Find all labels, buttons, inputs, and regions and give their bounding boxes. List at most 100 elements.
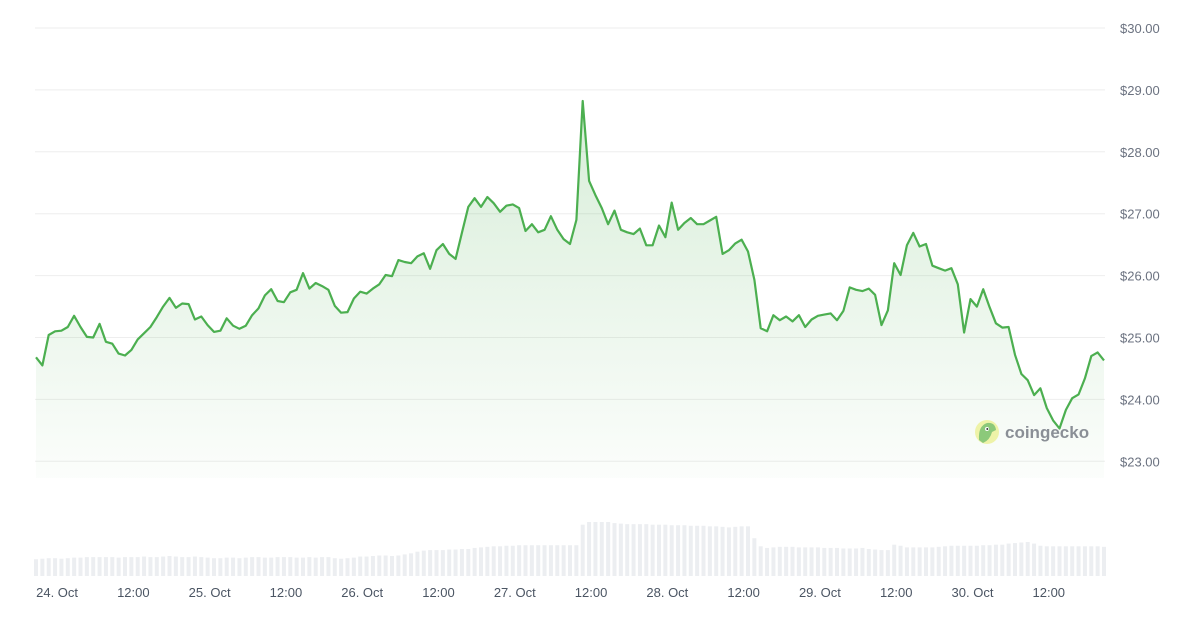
- volume-bar: [46, 558, 51, 576]
- volume-bar: [860, 547, 865, 576]
- volume-bar: [835, 547, 839, 576]
- volume-bar: [828, 547, 833, 576]
- volume-bar: [231, 557, 236, 576]
- volume-bar: [517, 545, 522, 576]
- volume-bar: [409, 553, 414, 576]
- volume-bar: [669, 525, 674, 576]
- volume-bar: [936, 546, 941, 576]
- volume-bar: [593, 522, 598, 576]
- volume-bar: [1057, 546, 1062, 576]
- y-tick-label: $30.00: [1120, 21, 1160, 36]
- volume-bar: [440, 550, 445, 576]
- volume-bar: [65, 558, 70, 576]
- x-tick-label: 12:00: [270, 585, 303, 600]
- volume-bar: [1013, 543, 1017, 576]
- volume-bar: [657, 524, 661, 576]
- x-tick-label: 12:00: [1033, 585, 1066, 600]
- volume-bar: [892, 544, 897, 576]
- volume-bar: [676, 525, 681, 576]
- volume-bar: [275, 557, 280, 576]
- volume-bar: [294, 557, 299, 576]
- volume-bars: [34, 522, 1106, 576]
- volume-bar: [1000, 544, 1005, 576]
- volume-bar: [1038, 545, 1043, 576]
- volume-bar: [854, 548, 859, 576]
- volume-bar: [574, 545, 579, 576]
- volume-bar: [212, 558, 216, 576]
- volume-bar: [618, 523, 623, 576]
- x-axis: 24. Oct 12:00 25. Oct 12:00 26. Oct 12:00 27. …: [36, 585, 1065, 600]
- volume-bar: [428, 550, 433, 576]
- volume-bar: [606, 522, 611, 576]
- volume-bar: [815, 547, 820, 576]
- volume-bar: [904, 547, 909, 576]
- volume-bar: [726, 527, 731, 576]
- volume-bar: [637, 524, 642, 576]
- volume-bar: [269, 557, 274, 576]
- coingecko-watermark: coingecko: [975, 420, 1089, 444]
- volume-bar: [580, 524, 585, 576]
- volume-bar: [841, 548, 846, 576]
- volume-bar: [612, 523, 617, 576]
- price-line: [35, 99, 1105, 430]
- volume-bar: [504, 545, 509, 576]
- volume-bar: [224, 557, 229, 576]
- volume-bar: [313, 557, 318, 576]
- volume-bar: [987, 545, 992, 576]
- x-tick-label: 12:00: [575, 585, 608, 600]
- volume-bar: [949, 545, 954, 576]
- volume-bar: [498, 546, 503, 576]
- volume-bar: [873, 549, 878, 576]
- watermark-text: coingecko: [1005, 423, 1089, 442]
- volume-bar: [523, 545, 528, 576]
- volume-bar: [129, 557, 134, 576]
- volume-bar: [803, 547, 808, 576]
- volume-bar: [161, 556, 166, 576]
- volume-bar: [707, 526, 712, 576]
- volume-bar: [180, 557, 185, 576]
- volume-bar: [739, 526, 744, 576]
- volume-bar: [777, 546, 782, 576]
- x-tick-label: 24. Oct: [36, 585, 78, 600]
- volume-bar: [72, 557, 77, 576]
- volume-bar: [485, 546, 490, 576]
- volume-bar: [78, 557, 83, 576]
- volume-bar: [650, 524, 655, 576]
- volume-bar: [34, 559, 38, 576]
- volume-bar: [911, 547, 916, 576]
- volume-bar: [237, 558, 242, 576]
- volume-bar: [796, 547, 801, 576]
- volume-bar: [955, 545, 960, 576]
- volume-bar: [148, 557, 153, 576]
- volume-bar: [288, 557, 293, 576]
- x-tick-label: 25. Oct: [189, 585, 231, 600]
- volume-bar: [59, 558, 64, 576]
- volume-bar: [116, 557, 121, 576]
- volume-bar: [358, 556, 363, 576]
- volume-bar: [771, 547, 776, 576]
- volume-bar: [542, 545, 547, 576]
- volume-bar: [1095, 546, 1100, 576]
- y-tick-label: $25.00: [1120, 331, 1160, 346]
- volume-bar: [809, 547, 814, 576]
- volume-bar: [332, 558, 337, 576]
- volume-bar: [714, 526, 719, 576]
- volume-bar: [383, 555, 388, 576]
- volume-bar: [256, 557, 261, 576]
- volume-bar: [758, 546, 763, 576]
- volume-bar: [250, 557, 255, 576]
- y-tick-label: $26.00: [1120, 269, 1160, 284]
- volume-bar: [790, 546, 795, 576]
- x-tick-label: 12:00: [422, 585, 455, 600]
- volume-bar: [479, 547, 483, 576]
- volume-bar: [390, 556, 394, 576]
- volume-bar: [1025, 541, 1030, 576]
- volume-bar: [135, 557, 140, 576]
- volume-bar: [784, 546, 789, 576]
- volume-bar: [733, 526, 738, 576]
- volume-bar: [1070, 546, 1075, 576]
- volume-bar: [307, 557, 312, 576]
- volume-bar: [1051, 546, 1056, 576]
- volume-bar: [301, 557, 305, 576]
